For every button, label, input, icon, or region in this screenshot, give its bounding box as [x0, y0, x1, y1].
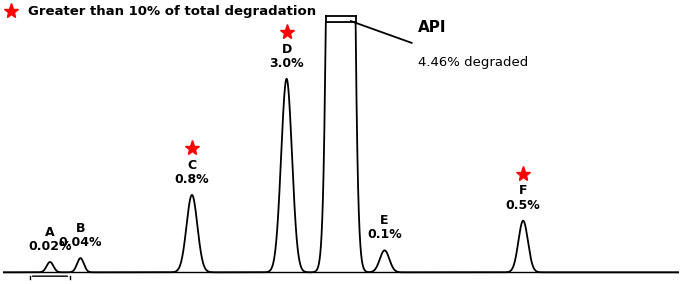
Text: 0.04%: 0.04%: [58, 236, 102, 249]
Text: 3.0%: 3.0%: [269, 57, 304, 70]
Text: F: F: [519, 185, 528, 197]
Text: C: C: [188, 159, 197, 172]
Text: B: B: [75, 222, 85, 235]
Text: 4.46% degraded: 4.46% degraded: [418, 56, 528, 69]
Text: 0.1%: 0.1%: [367, 228, 402, 241]
Text: E: E: [380, 214, 389, 227]
Text: Greater than 10% of total degradation: Greater than 10% of total degradation: [29, 5, 316, 18]
Text: D: D: [282, 43, 292, 56]
Text: 0.8%: 0.8%: [175, 173, 209, 186]
Text: API: API: [418, 20, 447, 35]
Text: A: A: [45, 226, 55, 239]
Text: 0.02%: 0.02%: [29, 240, 72, 253]
Text: 0.5%: 0.5%: [506, 199, 541, 212]
